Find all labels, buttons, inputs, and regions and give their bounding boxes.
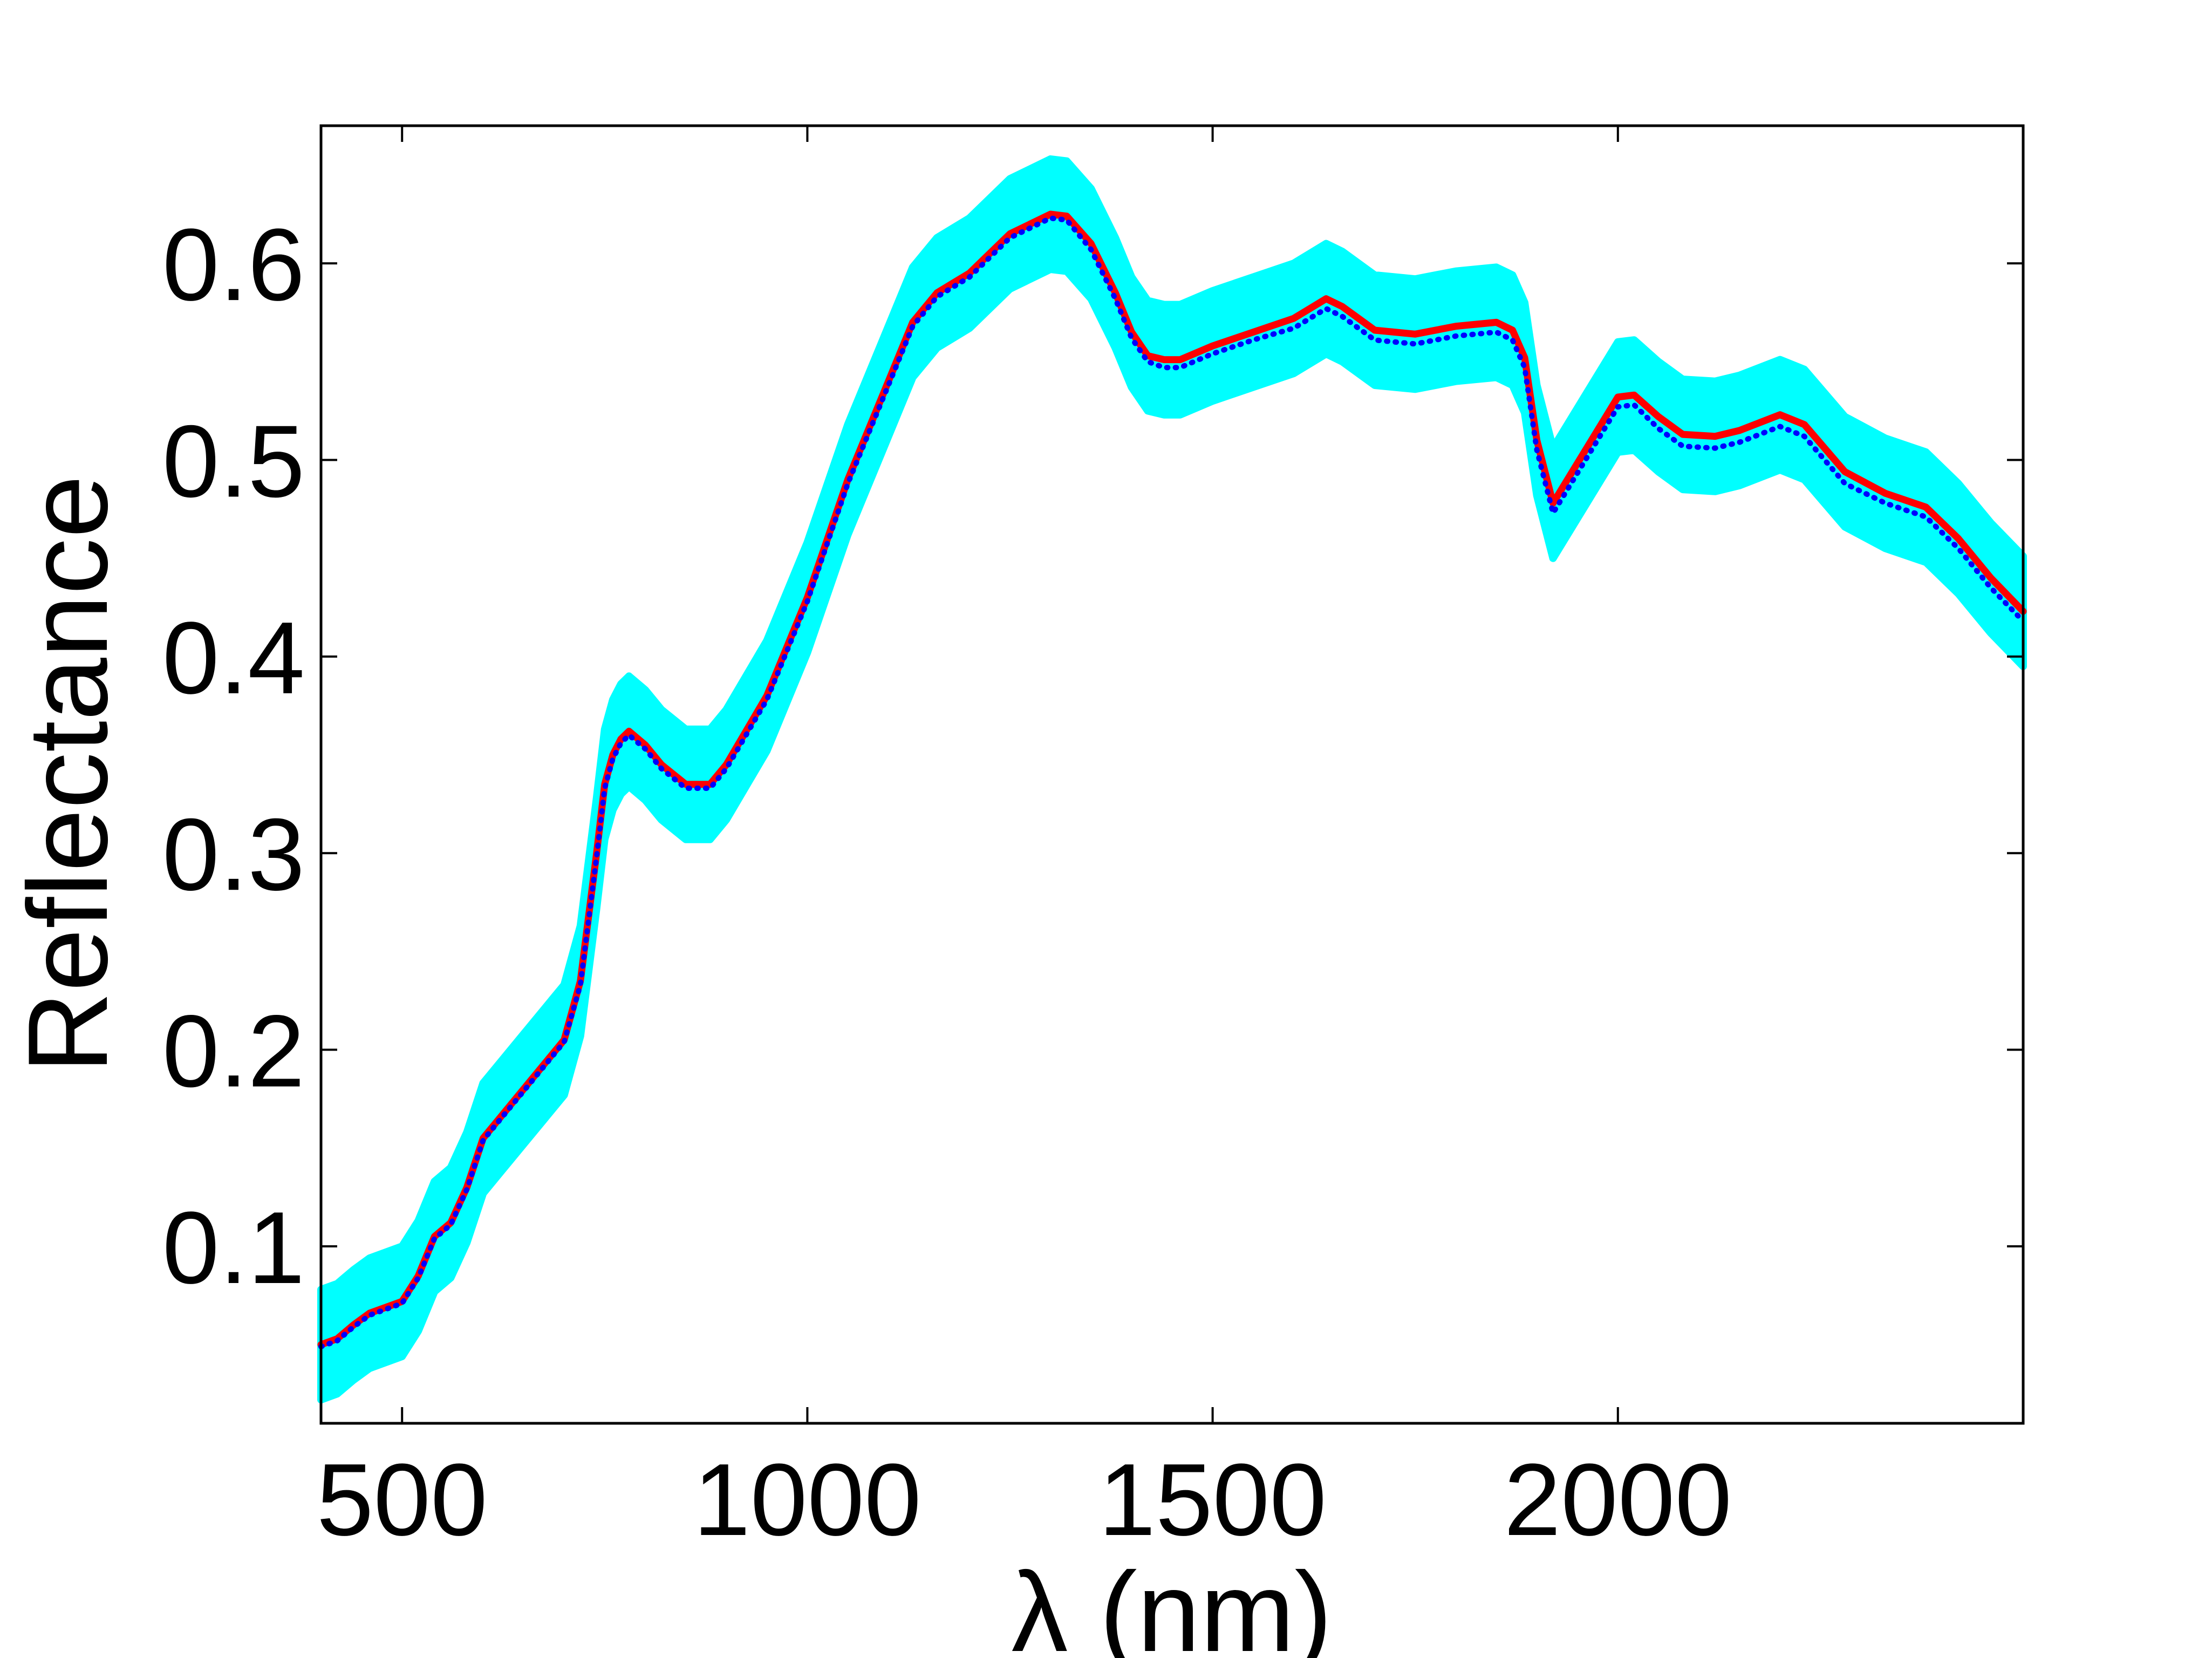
y-tick-label-0.2: 0.2: [162, 994, 305, 1109]
x-tick-label-1500: 1500: [1098, 1443, 1327, 1557]
x-axis-label: λ (nm): [1012, 1548, 1333, 1658]
series-layer: [317, 210, 2027, 1349]
x-tick-label-500: 500: [317, 1443, 488, 1557]
y-tick-label-0.5: 0.5: [162, 404, 305, 518]
y-tick-label-0.4: 0.4: [162, 601, 305, 715]
plot-frame: [319, 124, 2025, 1425]
y-tick-label-0.3: 0.3: [162, 797, 305, 912]
y-tick-label-0.1: 0.1: [162, 1191, 305, 1305]
tick-layer: 500 1000 1500 2000 0.1 0.2 0.3 0.4 0.5 0.6: [162, 126, 2023, 1557]
x-tick-label-1000: 1000: [693, 1443, 921, 1557]
x-tick-label-2000: 2000: [1504, 1443, 1732, 1557]
y-tick-label-0.6: 0.6: [162, 208, 305, 322]
y-axis-label: Reflectance: [4, 475, 131, 1074]
series-line-2: [318, 215, 2026, 1349]
